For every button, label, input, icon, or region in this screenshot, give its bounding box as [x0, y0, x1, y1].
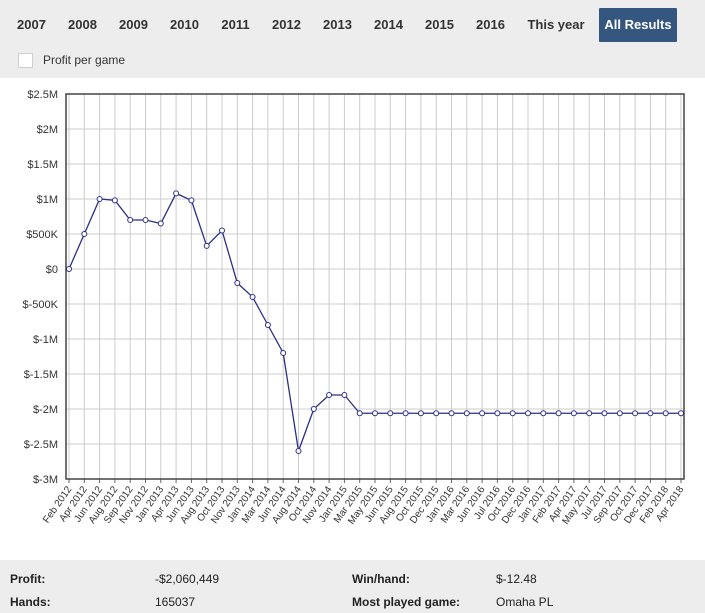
data-point[interactable]: [310, 406, 317, 412]
data-point[interactable]: [111, 197, 118, 204]
data-point[interactable]: [647, 410, 654, 417]
y-tick-label: $-2.5M: [24, 439, 58, 451]
winhand-label: Win/hand:: [352, 572, 410, 586]
data-point[interactable]: [555, 410, 562, 417]
data-point[interactable]: [433, 410, 440, 417]
data-point[interactable]: [662, 410, 669, 417]
data-point[interactable]: [372, 410, 378, 417]
tab-2010[interactable]: 2010: [170, 17, 199, 32]
data-point[interactable]: [96, 196, 103, 202]
data-point[interactable]: [341, 392, 348, 398]
data-point[interactable]: [479, 410, 486, 417]
data-point[interactable]: [356, 410, 363, 417]
data-point[interactable]: [188, 197, 195, 204]
filter-bar: 2007 2008 2009 2010 2011 2012 2013 2014 …: [0, 0, 705, 78]
y-tick-label: $2.5M: [27, 89, 58, 101]
tab-all-results[interactable]: All Results: [599, 8, 677, 42]
data-point[interactable]: [127, 217, 134, 223]
y-tick-label: $500K: [26, 229, 58, 241]
data-point[interactable]: [601, 410, 608, 417]
y-tick-label: $1M: [37, 194, 58, 206]
tab-2009[interactable]: 2009: [119, 17, 148, 32]
hands-value: 165037: [155, 595, 196, 609]
tab-2007[interactable]: 2007: [17, 17, 46, 32]
data-point[interactable]: [81, 231, 88, 237]
game-value: Omaha PL: [496, 595, 554, 609]
data-point[interactable]: [616, 410, 623, 417]
data-point[interactable]: [509, 410, 516, 417]
plot-border: [65, 93, 685, 480]
data-point[interactable]: [203, 242, 210, 249]
tab-2013[interactable]: 2013: [323, 17, 352, 32]
data-point[interactable]: [678, 410, 684, 417]
profit-per-game-checkbox[interactable]: [18, 53, 33, 68]
data-point[interactable]: [402, 410, 409, 417]
tab-this-year[interactable]: This year: [527, 17, 585, 32]
stats-panel: Profit: -$2,060,449 Win/hand: $-12.48 Ha…: [0, 560, 705, 613]
data-point[interactable]: [326, 392, 333, 398]
data-point[interactable]: [295, 448, 302, 454]
hands-label: Hands:: [10, 595, 51, 609]
profit-value: -$2,060,449: [155, 572, 220, 586]
data-point[interactable]: [417, 410, 424, 417]
data-point[interactable]: [280, 350, 287, 356]
tab-2014[interactable]: 2014: [374, 17, 403, 32]
data-point[interactable]: [264, 322, 271, 328]
data-point[interactable]: [540, 410, 547, 417]
tab-2008[interactable]: 2008: [68, 17, 97, 32]
data-point[interactable]: [249, 294, 256, 300]
data-point[interactable]: [463, 410, 470, 417]
profit-chart-svg: $2.5M $2M $1.5M $1M $500K $0 $-500K $-1M $-1.5M $…: [23, 89, 687, 527]
y-tick-label: $2M: [37, 124, 58, 136]
y-tick-label: $-2M: [33, 404, 58, 416]
tab-2011[interactable]: 2011: [221, 17, 250, 32]
data-point[interactable]: [586, 410, 593, 417]
data-point[interactable]: [570, 410, 577, 417]
data-point[interactable]: [219, 227, 225, 234]
profit-chart: $2.5M $2M $1.5M $1M $500K $0 $-500K $-1M $-1.5M $…: [0, 78, 705, 560]
winhand-value: $-12.48: [496, 572, 537, 586]
data-point[interactable]: [173, 190, 180, 197]
y-tick-label: $0: [46, 264, 58, 276]
y-tick-label: $-1.5M: [24, 369, 58, 381]
y-tick-label: $-500K: [23, 299, 59, 311]
data-point[interactable]: [494, 410, 501, 417]
tab-2016[interactable]: 2016: [476, 17, 505, 32]
data-point[interactable]: [66, 266, 72, 272]
data-point[interactable]: [387, 410, 394, 417]
data-point[interactable]: [448, 410, 455, 417]
y-tick-label: $1.5M: [27, 159, 58, 171]
tab-2015[interactable]: 2015: [425, 17, 454, 32]
y-tick-label: $-1M: [33, 334, 58, 346]
data-point[interactable]: [632, 410, 639, 417]
game-label: Most played game:: [352, 595, 461, 609]
data-point[interactable]: [142, 217, 149, 223]
data-point[interactable]: [157, 220, 164, 227]
y-tick-label: $-3M: [33, 474, 58, 486]
profit-label: Profit:: [10, 572, 46, 586]
profit-per-game-label: Profit per game: [43, 53, 126, 67]
year-tabs: 2007 2008 2009 2010 2011 2012 2013 2014 …: [0, 8, 705, 42]
data-point[interactable]: [525, 410, 531, 417]
data-point[interactable]: [234, 280, 241, 286]
tab-2012[interactable]: 2012: [272, 17, 301, 32]
